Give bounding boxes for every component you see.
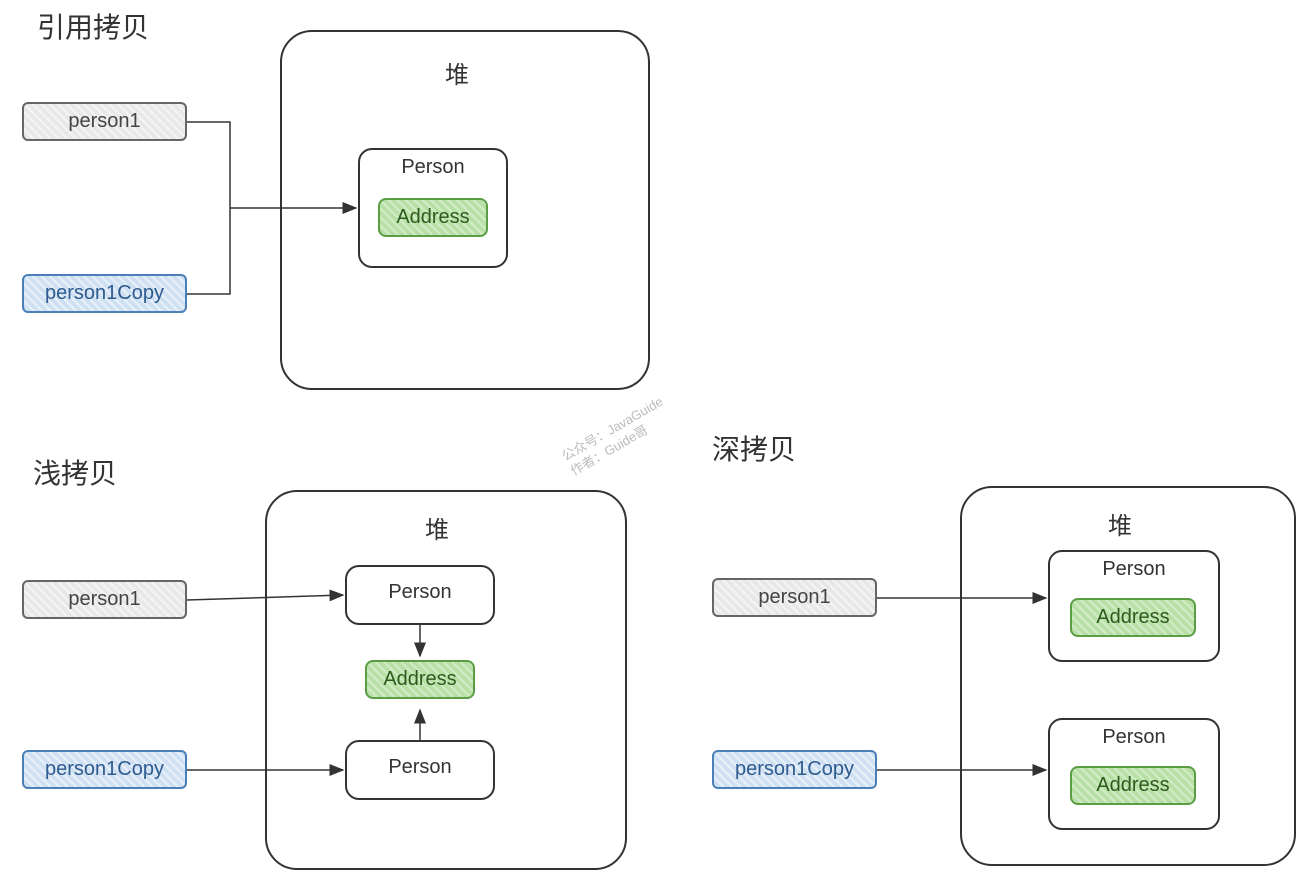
- shallow-person2-label-inner: Person: [347, 756, 493, 779]
- shallow-person1-label-inner: Person: [347, 581, 493, 604]
- shallow-person1copy-box: person1Copy: [22, 750, 187, 789]
- watermark: 公众号：JavaGuide 作者：Guide哥: [559, 394, 675, 480]
- deep-person1copy-box: person1Copy: [712, 750, 877, 789]
- shallow-address-label: Address: [383, 668, 456, 690]
- deep-person1-box: person1: [712, 578, 877, 617]
- deep-address2-box: Address: [1070, 766, 1196, 805]
- arrow-ref-p1c: [187, 208, 230, 294]
- arrow-ref-p1: [187, 122, 230, 208]
- ref-person1-label: person1: [68, 110, 140, 132]
- deep-person1-label: person1: [758, 586, 830, 608]
- shallow-title: 浅拷贝: [33, 452, 117, 492]
- shallow-person1-label: person1: [68, 588, 140, 610]
- deep-address1-label: Address: [1096, 606, 1169, 628]
- ref-person1copy-box: person1Copy: [22, 274, 187, 313]
- shallow-person-obj-1: Person: [345, 565, 495, 625]
- ref-person1-box: person1: [22, 102, 187, 141]
- ref-title: 引用拷贝: [37, 6, 149, 46]
- deep-person1copy-label: person1Copy: [735, 758, 854, 780]
- deep-heap-label: 堆: [1108, 506, 1132, 541]
- ref-person1copy-label: person1Copy: [45, 282, 164, 304]
- shallow-person1copy-label: person1Copy: [45, 758, 164, 780]
- deep-person1-label-inner: Person: [1050, 558, 1218, 581]
- shallow-person-obj-2: Person: [345, 740, 495, 800]
- deep-title: 深拷贝: [712, 428, 796, 468]
- ref-address-label: Address: [396, 206, 469, 228]
- ref-address-box: Address: [378, 198, 488, 237]
- deep-address2-label: Address: [1096, 774, 1169, 796]
- diagram-canvas: 引用拷贝 堆 person1 person1Copy Person Addres…: [0, 0, 1308, 879]
- shallow-heap-label: 堆: [425, 510, 449, 545]
- shallow-address-box: Address: [365, 660, 475, 699]
- deep-address1-box: Address: [1070, 598, 1196, 637]
- ref-heap-label: 堆: [445, 55, 469, 90]
- shallow-person1-box: person1: [22, 580, 187, 619]
- deep-person2-label-inner: Person: [1050, 726, 1218, 749]
- ref-person-label: Person: [360, 156, 506, 179]
